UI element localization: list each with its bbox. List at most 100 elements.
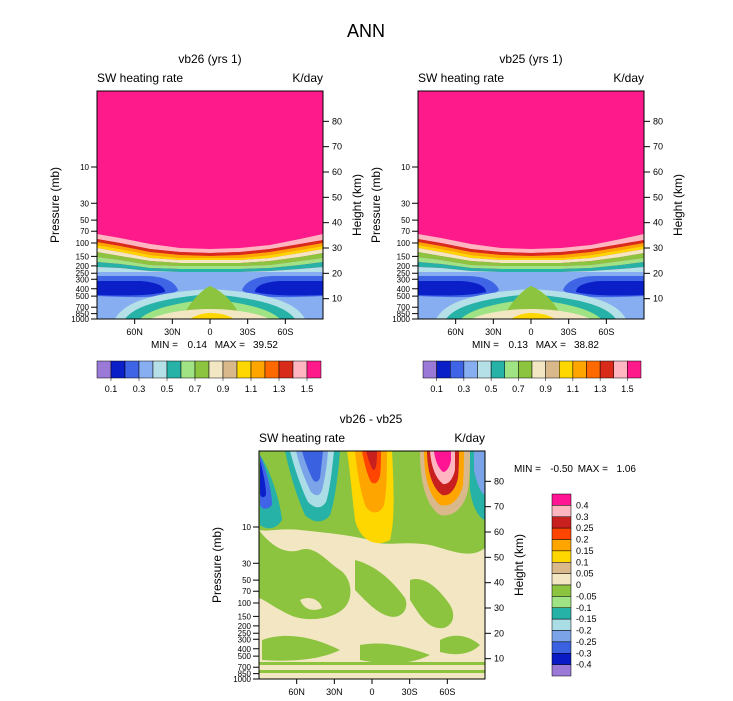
colorbar-swatch bbox=[138, 360, 154, 379]
height-tick-label: 20 bbox=[332, 268, 342, 278]
latitude-tick-label: 60N bbox=[288, 687, 305, 697]
min-value: 0.13 bbox=[509, 340, 529, 351]
colorbar-swatch bbox=[166, 360, 182, 379]
height-tick-label: 10 bbox=[653, 294, 663, 304]
colorbar-swatch bbox=[463, 360, 478, 379]
colorbar-swatch bbox=[613, 360, 628, 379]
pressure-tick-label: 500 bbox=[238, 652, 252, 661]
pressure-tick-label: 150 bbox=[238, 612, 252, 621]
colorbar-label: -0.15 bbox=[576, 614, 597, 624]
variable-label: SW heating rate bbox=[259, 431, 345, 445]
pressure-tick-label: 100 bbox=[397, 239, 411, 248]
latitude-tick-label: 60S bbox=[439, 687, 455, 697]
latitude-tick-label: 30S bbox=[240, 327, 256, 337]
height-axis-label: Height (km) bbox=[512, 534, 526, 596]
colorbar-label: 0.4 bbox=[576, 500, 589, 510]
panel-title: vb26 (yrs 1) bbox=[178, 52, 241, 66]
colorbar-label: 0.3 bbox=[133, 384, 146, 394]
height-tick-label: 40 bbox=[494, 578, 504, 588]
pressure-tick-label: 150 bbox=[76, 252, 90, 261]
colorbar-label: 0.5 bbox=[161, 384, 174, 394]
colorbar-label: 0 bbox=[576, 580, 581, 590]
height-axis: 80 70 60 50 40 30 20 10 bbox=[485, 476, 504, 664]
panel-vb26: vb26 (yrs 1) SW heating rate K/day bbox=[48, 52, 364, 394]
pressure-tick-label: 200 bbox=[238, 622, 252, 631]
pressure-tick-label: 1000 bbox=[392, 315, 410, 324]
colorbar-swatch bbox=[278, 360, 294, 379]
colorbar-swatch bbox=[551, 550, 572, 563]
colorbar-swatch bbox=[152, 360, 168, 379]
latitude-tick-label: 60S bbox=[277, 327, 293, 337]
colorbar-swatch bbox=[208, 360, 224, 379]
colorbar-swatch bbox=[292, 360, 308, 379]
latitude-tick-label: 30N bbox=[164, 327, 181, 337]
height-tick-label: 80 bbox=[653, 116, 663, 126]
height-axis-label: Height (km) bbox=[350, 174, 364, 236]
units-label: K/day bbox=[613, 71, 644, 85]
colorbar-swatch bbox=[545, 360, 560, 379]
pressure-tick-label: 50 bbox=[401, 216, 410, 225]
colorbar-swatch bbox=[236, 360, 252, 379]
pressure-tick-label: 1000 bbox=[71, 315, 89, 324]
max-value: 38.82 bbox=[574, 340, 599, 351]
colorbar-label: 0.7 bbox=[512, 384, 525, 394]
pressure-axis-label: Pressure (mb) bbox=[210, 527, 224, 603]
colorbar-swatch bbox=[586, 360, 601, 379]
height-tick-label: 30 bbox=[332, 243, 342, 253]
colorbar-swatch bbox=[551, 641, 572, 654]
colorbar-swatch bbox=[551, 562, 572, 574]
latitude-tick-label: 0 bbox=[369, 687, 374, 697]
height-tick-label: 20 bbox=[653, 268, 663, 278]
colorbar-swatch bbox=[180, 360, 196, 379]
pressure-tick-label: 700 bbox=[76, 303, 90, 312]
height-tick-label: 80 bbox=[332, 116, 342, 126]
pressure-tick-label: 200 bbox=[397, 262, 411, 271]
pressure-tick-label: 100 bbox=[238, 599, 252, 608]
pressure-tick-label: 10 bbox=[80, 163, 89, 172]
colorbar-label: -0.1 bbox=[576, 603, 592, 613]
colorbar-label: 0.7 bbox=[189, 384, 202, 394]
height-tick-label: 60 bbox=[653, 167, 663, 177]
colorbar-swatch bbox=[477, 360, 492, 379]
pressure-tick-label: 70 bbox=[80, 227, 89, 236]
height-tick-label: 40 bbox=[653, 218, 663, 228]
pressure-tick-label: 50 bbox=[242, 576, 251, 585]
colorbar-swatch bbox=[504, 360, 519, 379]
colorbar-swatch bbox=[551, 516, 572, 529]
colorbar-label: 0.15 bbox=[576, 546, 594, 556]
colorbar-swatch bbox=[422, 360, 437, 379]
colorbar-swatch bbox=[551, 584, 572, 597]
colorbar-swatch bbox=[551, 607, 572, 620]
colorbar-label: -0.2 bbox=[576, 626, 592, 636]
height-tick-label: 60 bbox=[494, 527, 504, 537]
pressure-tick-label: 400 bbox=[397, 285, 411, 294]
latitude-tick-label: 0 bbox=[207, 327, 212, 337]
units-label: K/day bbox=[292, 71, 323, 85]
latitude-tick-label: 30N bbox=[326, 687, 343, 697]
latitude-axis: 60N 30N 0 30S 60S bbox=[447, 319, 614, 337]
latitude-tick-label: 30N bbox=[485, 327, 502, 337]
max-label: MAX = bbox=[215, 340, 245, 351]
max-label: MAX = bbox=[578, 464, 608, 475]
colorbar-label: 0.9 bbox=[539, 384, 552, 394]
height-tick-label: 30 bbox=[494, 603, 504, 613]
pressure-tick-label: 70 bbox=[242, 587, 251, 596]
colorbar-label: -0.3 bbox=[576, 648, 592, 658]
pressure-tick-label: 100 bbox=[76, 239, 90, 248]
colorbar-label: 0.5 bbox=[485, 384, 498, 394]
latitude-axis: 60N 30N 0 30S 60S bbox=[126, 319, 293, 337]
pressure-tick-label: 250 bbox=[238, 629, 252, 638]
pressure-tick-label: 50 bbox=[80, 216, 89, 225]
colorbar: 0.1 0.3 0.5 0.7 0.9 1.1 1.3 1.5 bbox=[422, 360, 642, 394]
colorbar-label: 0.3 bbox=[576, 512, 589, 522]
colorbar-swatch bbox=[572, 360, 587, 379]
contour-field bbox=[97, 91, 323, 319]
height-tick-label: 50 bbox=[653, 192, 663, 202]
max-value: 39.52 bbox=[253, 340, 278, 351]
contour-field bbox=[259, 451, 485, 679]
height-tick-label: 40 bbox=[332, 218, 342, 228]
colorbar-label: 0.1 bbox=[576, 557, 589, 567]
height-tick-label: 60 bbox=[332, 167, 342, 177]
pressure-axis-label: Pressure (mb) bbox=[48, 167, 62, 243]
